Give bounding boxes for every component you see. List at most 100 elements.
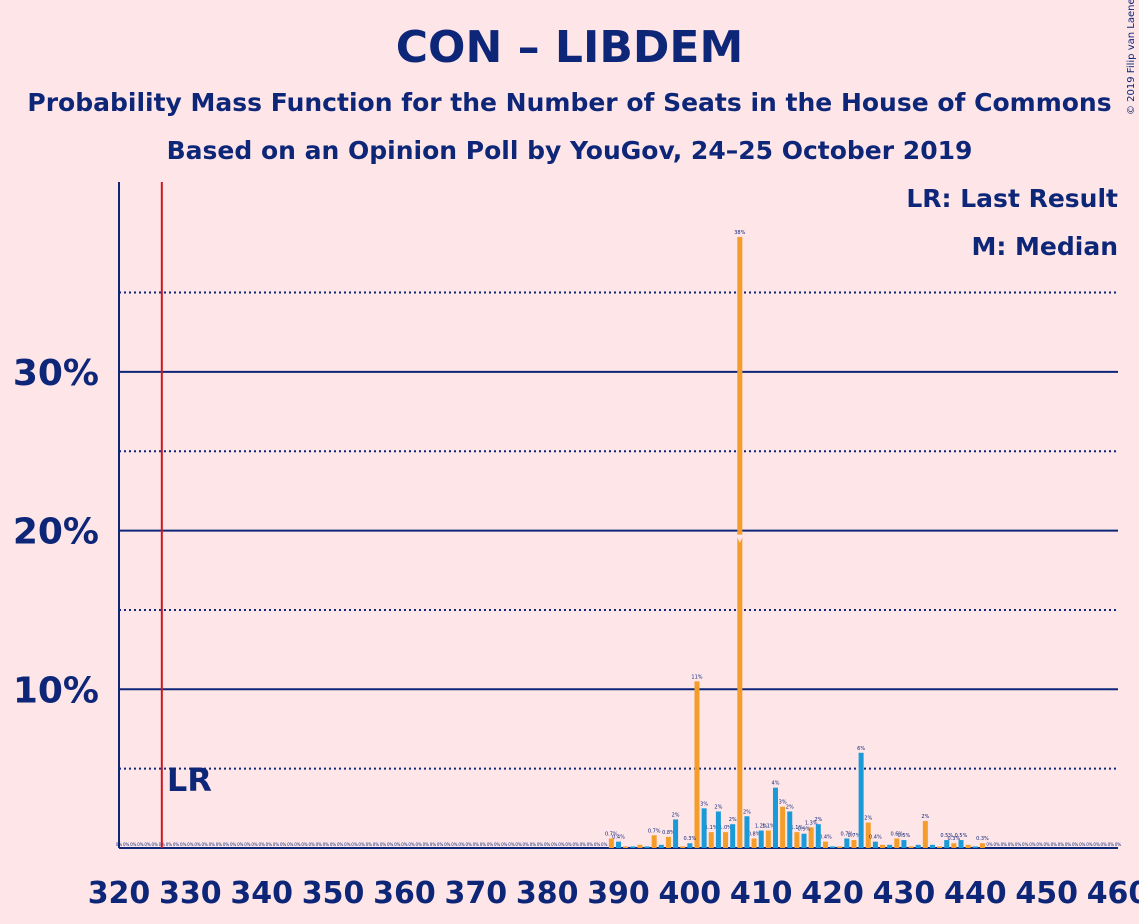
bar-libdem-432	[915, 844, 921, 848]
zero-label: 0%	[366, 842, 373, 847]
chart-subtitle: Probability Mass Function for the Number…	[27, 88, 1112, 117]
zero-label: 0%	[501, 842, 508, 847]
zero-label: 0%	[323, 842, 330, 847]
zero-label: 0%	[1058, 842, 1065, 847]
zero-label: 0%	[558, 842, 565, 847]
data-label: 2%	[786, 804, 794, 810]
bar-con-413	[780, 806, 786, 848]
zero-label: 0%	[201, 842, 208, 847]
zero-label: 0%	[308, 842, 315, 847]
zero-label: 0%	[287, 842, 294, 847]
zero-label: 0%	[594, 842, 601, 847]
zero-label: 0%	[166, 842, 173, 847]
bar-libdem-420	[830, 846, 836, 848]
data-label: 1.1%	[791, 825, 804, 831]
data-label: 1.1%	[705, 825, 718, 831]
y-tick-label-30: 30%	[13, 353, 99, 394]
bar-con-441	[979, 843, 985, 848]
zero-label: 0%	[1079, 842, 1086, 847]
x-tick-label-370: 370	[444, 876, 507, 911]
zero-label: 0%	[1101, 842, 1108, 847]
bar-libdem-404	[715, 811, 721, 848]
bar-con-435	[937, 846, 943, 848]
zero-label: 0%	[280, 842, 287, 847]
zero-label: 0%	[994, 842, 1001, 847]
zero-label: 0%	[151, 842, 158, 847]
zero-label: 0%	[408, 842, 415, 847]
zero-label: 0%	[537, 842, 544, 847]
zero-label: 0%	[344, 842, 351, 847]
zero-label: 0%	[523, 842, 530, 847]
data-label: 0.5%	[940, 833, 953, 839]
legend-median: M: Median	[971, 232, 1118, 261]
data-label: 0.8%	[662, 830, 675, 836]
bar-libdem-392	[630, 846, 636, 848]
x-tick-label-360: 360	[373, 876, 436, 911]
zero-label: 0%	[444, 842, 451, 847]
x-tick-label-390: 390	[587, 876, 650, 911]
zero-label: 0%	[601, 842, 608, 847]
zero-label: 0%	[573, 842, 580, 847]
data-label: 1.3%	[805, 820, 818, 826]
data-label: 1.2%	[755, 824, 768, 830]
zero-label: 0%	[373, 842, 380, 847]
data-label: 38%	[734, 230, 745, 236]
data-label: 0.3%	[976, 836, 989, 842]
zero-label: 0%	[301, 842, 308, 847]
data-label: 3%	[700, 801, 708, 807]
bar-libdem-418	[815, 824, 821, 848]
bar-con-419	[822, 841, 828, 848]
bar-libdem-426	[872, 841, 878, 848]
zero-label: 0%	[394, 842, 401, 847]
zero-label: 0%	[223, 842, 230, 847]
bar-libdem-430	[901, 840, 907, 848]
bar-libdem-390	[616, 841, 621, 848]
data-label: 0.4%	[819, 835, 832, 841]
zero-label: 0%	[1086, 842, 1093, 847]
zero-label: 0%	[330, 842, 337, 847]
data-label: 0.4%	[612, 835, 625, 841]
zero-label: 0%	[1115, 842, 1122, 847]
data-label: 0.5%	[955, 833, 968, 839]
zero-label: 0%	[451, 842, 458, 847]
data-label: 6%	[857, 746, 865, 752]
zero-label: 0%	[237, 842, 244, 847]
data-label: 0.4%	[869, 835, 882, 841]
bar-con-421	[837, 846, 843, 848]
zero-label: 0%	[437, 842, 444, 847]
bar-con-431	[908, 846, 914, 848]
data-label: 0.7%	[840, 831, 853, 837]
data-label: 0.3%	[948, 836, 961, 842]
zero-label: 0%	[116, 842, 123, 847]
last-result-label: LR	[167, 761, 212, 799]
bar-libdem-408	[744, 816, 750, 848]
bar-con-415	[794, 832, 800, 848]
zero-label: 0%	[266, 842, 273, 847]
zero-label: 0%	[480, 842, 487, 847]
zero-label: 0%	[551, 842, 558, 847]
zero-label: 0%	[580, 842, 587, 847]
bar-con-393	[637, 844, 643, 848]
zero-label: 0%	[230, 842, 237, 847]
zero-label: 0%	[137, 842, 144, 847]
zero-label: 0%	[565, 842, 572, 847]
bar-libdem-396	[658, 844, 664, 848]
bar-con-425	[865, 822, 871, 848]
bar-libdem-406	[730, 824, 736, 848]
zero-label: 0%	[508, 842, 515, 847]
zero-label: 0%	[1093, 842, 1100, 847]
zero-label: 0%	[144, 842, 151, 847]
data-label: 1.0%	[719, 825, 732, 831]
bar-con-391	[623, 846, 629, 848]
zero-label: 0%	[209, 842, 216, 847]
zero-label: 0%	[487, 842, 494, 847]
bar-libdem-434	[929, 844, 935, 848]
zero-label: 0%	[530, 842, 537, 847]
x-tick-label-400: 400	[659, 876, 722, 911]
x-tick-label-420: 420	[801, 876, 864, 911]
data-label: 0.5%	[898, 833, 911, 839]
data-label: 4%	[772, 781, 780, 787]
bar-libdem-440	[972, 846, 978, 848]
bar-libdem-400	[687, 843, 693, 848]
